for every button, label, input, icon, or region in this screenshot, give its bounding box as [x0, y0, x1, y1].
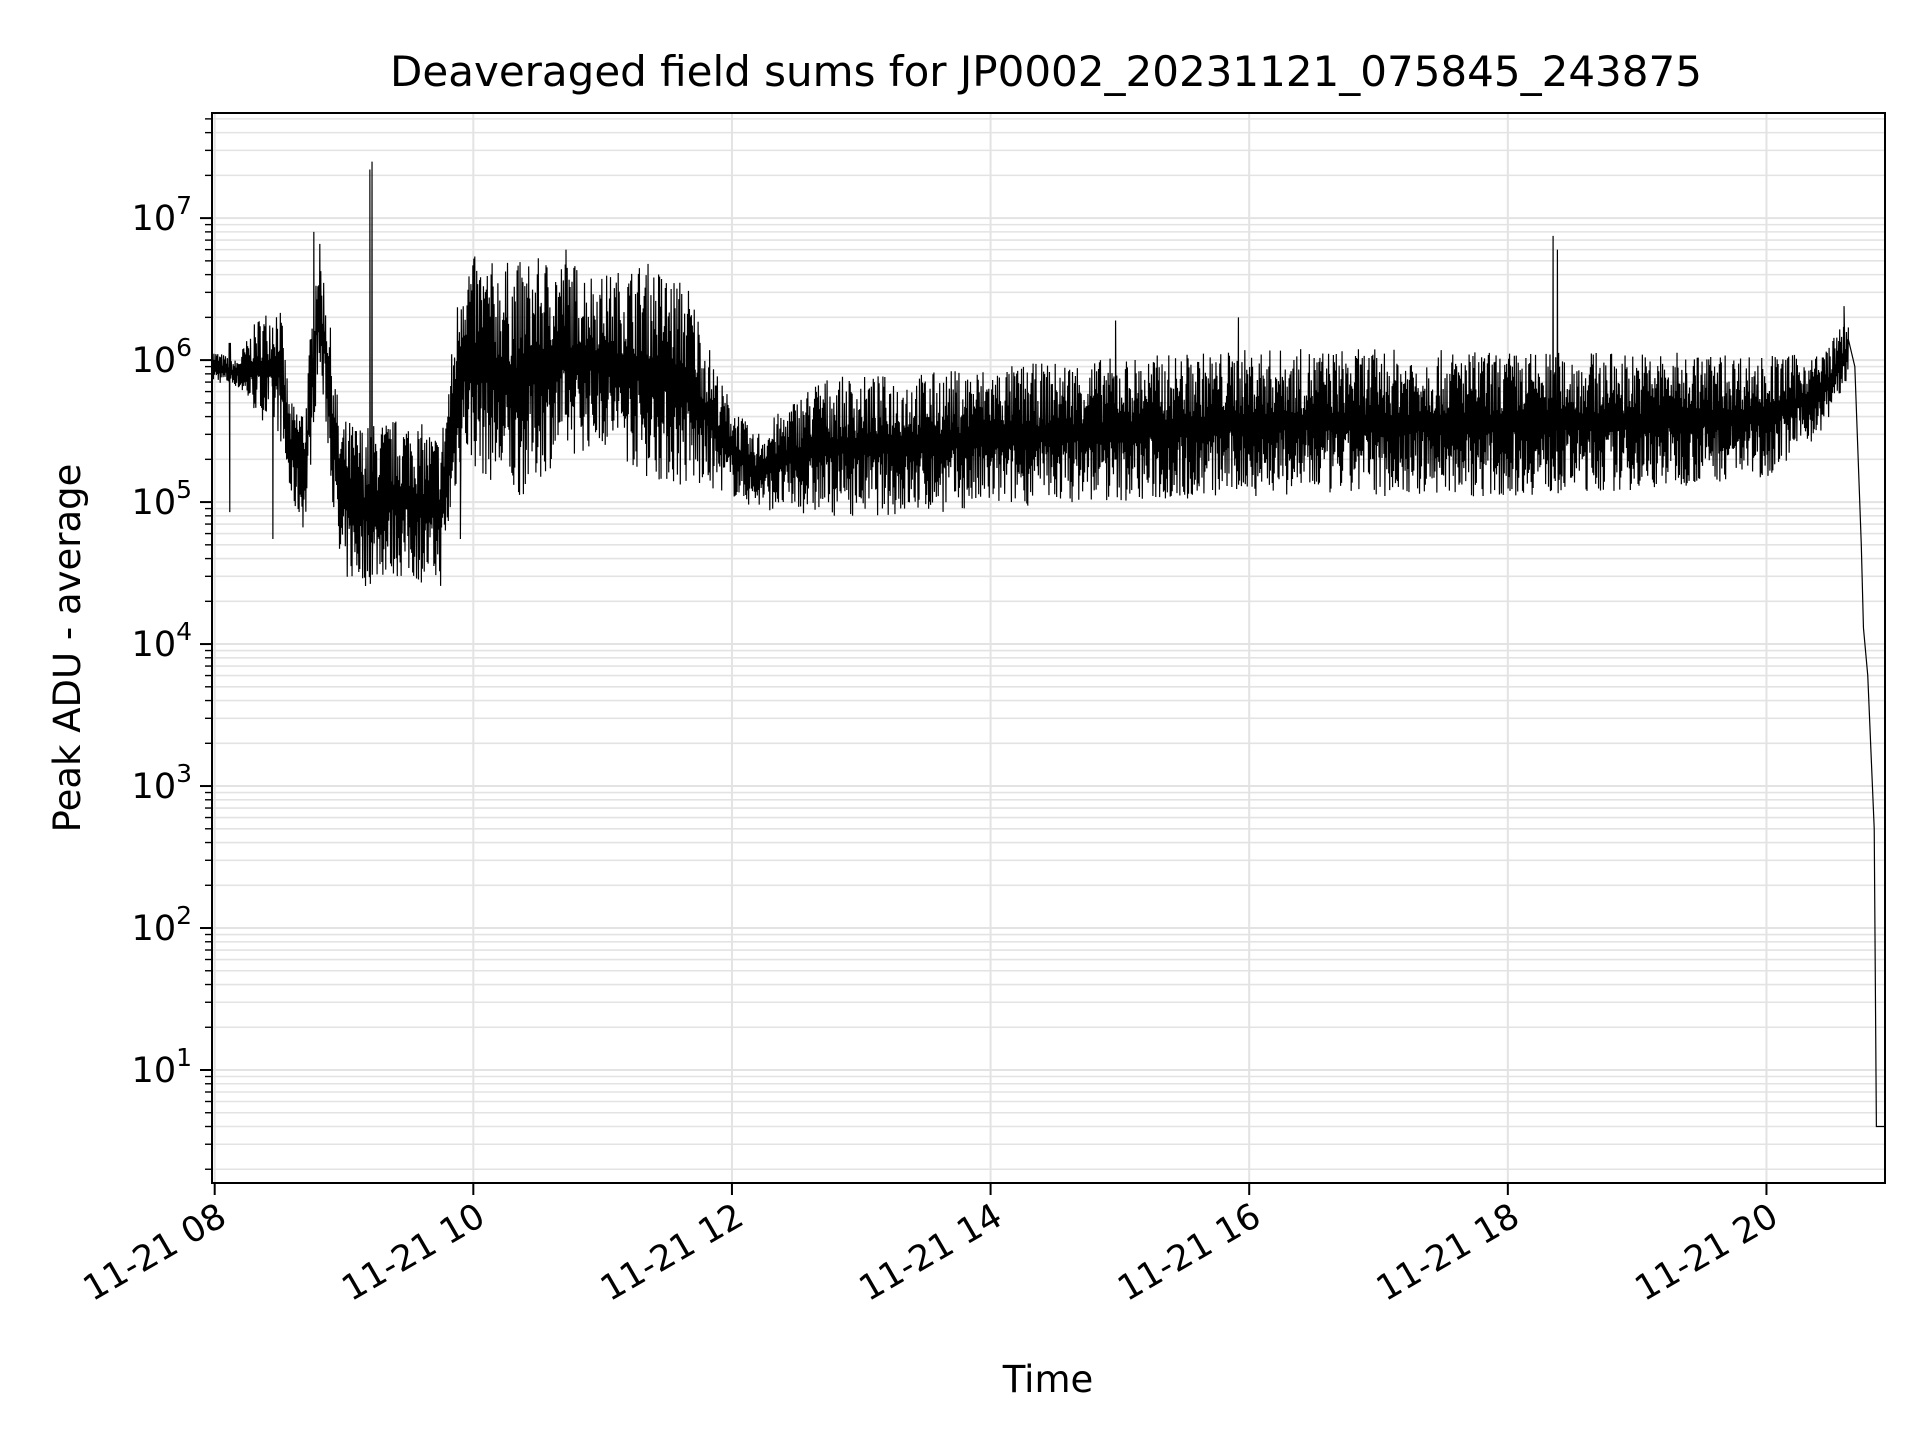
- series-layer: [212, 161, 1885, 1128]
- plot-area: [212, 161, 1885, 1128]
- plot-frame: [211, 112, 1886, 1184]
- gridlines: [212, 113, 1885, 1183]
- y-tick-label: 105: [132, 475, 192, 523]
- y-tick-label: 101: [132, 1043, 192, 1091]
- y-axis-label: Peak ADU - average: [46, 464, 89, 833]
- series-line: [212, 161, 1885, 1128]
- y-tick-label: 104: [132, 617, 192, 665]
- y-tick-label: 102: [132, 901, 192, 949]
- x-axis-label: Time: [1002, 1358, 1094, 1401]
- y-tick-label: 107: [132, 191, 192, 239]
- chart-title: Deaveraged field sums for JP0002_2023112…: [390, 47, 1702, 96]
- y-axis-ticks: 101 102 103 104 105 106 107: [132, 118, 212, 1170]
- y-tick-label: 106: [132, 333, 192, 381]
- y-tick-label: 103: [132, 759, 192, 807]
